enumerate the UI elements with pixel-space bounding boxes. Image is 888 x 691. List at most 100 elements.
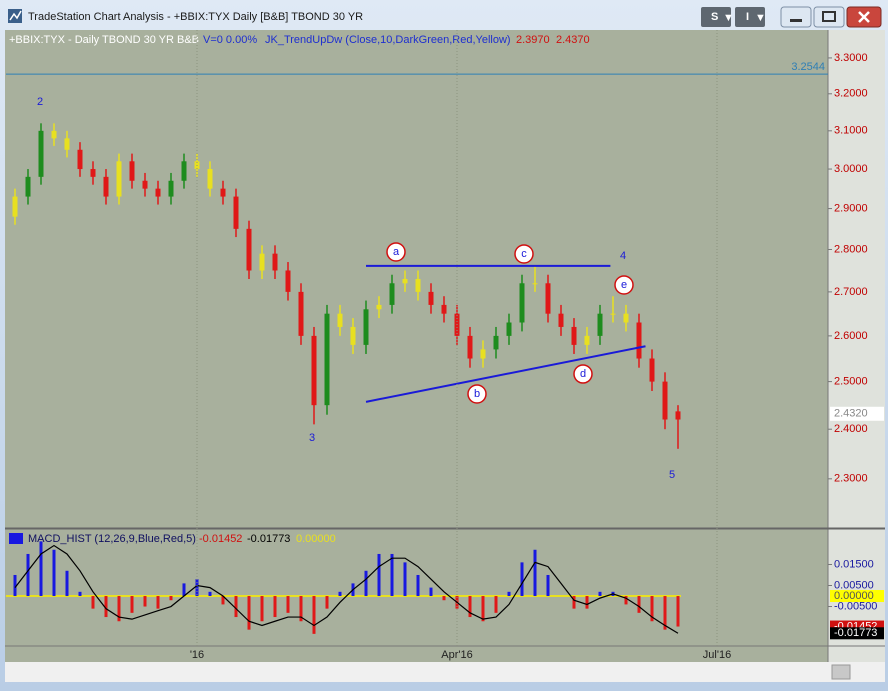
hist-bar — [273, 596, 277, 618]
zero-label: 0.00000 — [834, 590, 874, 602]
dropdown-arrow: ▼ — [723, 12, 734, 24]
y-tick-label: 2.3000 — [834, 473, 868, 485]
volume: V=0 0.00% — [203, 34, 257, 46]
i-button[interactable] — [735, 7, 765, 27]
candle-body — [545, 283, 551, 314]
candle-body — [77, 149, 83, 170]
candle-body — [90, 169, 96, 177]
hist-bar — [442, 596, 446, 601]
candle-body — [467, 335, 473, 359]
s-button[interactable] — [701, 7, 731, 27]
maximize-button[interactable] — [813, 6, 845, 28]
candle-body — [675, 411, 681, 420]
y-tick-label: 0.01500 — [834, 558, 874, 570]
hist-bar — [195, 579, 199, 597]
candle-body — [480, 349, 486, 359]
x-tick-label: Jul'16 — [703, 649, 731, 661]
minimize-button[interactable] — [780, 6, 812, 28]
candle-body — [506, 322, 512, 336]
hist-bar — [221, 596, 225, 605]
candle-body — [376, 304, 382, 310]
candle-body — [415, 279, 421, 292]
candle-body — [155, 188, 161, 197]
hist-bar — [663, 596, 667, 630]
candle-body — [25, 176, 31, 197]
y-tick-label: 3.1000 — [834, 125, 868, 137]
hist-bar — [676, 596, 680, 627]
hist-bar — [598, 591, 602, 597]
candle-body — [610, 313, 616, 315]
hist-bar — [182, 583, 186, 597]
y-tick-label: 2.4000 — [834, 423, 868, 435]
level-label: 3.2544 — [791, 61, 825, 73]
hist-bar — [390, 553, 394, 597]
scrollbar-thumb[interactable] — [831, 664, 851, 680]
s-button-label: S — [711, 11, 718, 23]
indicator-icon — [9, 533, 23, 544]
wave-label: 2 — [37, 96, 43, 108]
candle-body — [532, 283, 538, 285]
hist-bar — [572, 596, 576, 609]
candle-body — [298, 291, 304, 336]
y-tick-label: 2.5000 — [834, 376, 868, 388]
hist-bar — [169, 596, 173, 601]
x-tick-label: Apr'16 — [441, 649, 472, 661]
candle-body — [311, 335, 317, 406]
trendline — [365, 345, 646, 403]
signal-line — [14, 544, 679, 634]
candle-body — [285, 270, 291, 292]
hist-bar — [624, 596, 628, 605]
macd-panel — [6, 541, 681, 634]
i-button-label: I — [746, 11, 749, 23]
hist-bar — [546, 574, 550, 597]
candle-body — [259, 253, 265, 271]
scrollbar-track[interactable] — [5, 662, 885, 682]
macd-name: MACD_HIST (12,26,9,Blue,Red,5) — [28, 533, 196, 545]
candle-body — [220, 188, 226, 197]
chart-area — [5, 30, 885, 682]
macd-value: -0.01773 — [247, 533, 290, 545]
price-axis-column — [828, 30, 885, 662]
last-price-box — [830, 406, 884, 421]
candle-body — [51, 130, 57, 139]
hist-bar — [416, 574, 420, 597]
hist-bar — [377, 553, 381, 597]
hist-bar — [65, 570, 69, 597]
window-title: TradeStation Chart Analysis - +BBIX:TYX … — [28, 11, 363, 23]
hist-bar — [104, 596, 108, 618]
y-tick-label: 2.8000 — [834, 243, 868, 255]
wave-letter: d — [580, 368, 586, 380]
candle-body — [181, 161, 187, 181]
candle-body — [428, 291, 434, 305]
hist-bar — [52, 549, 56, 597]
price-header: +BBIX:TYX - Daily TBOND 30 YR B&B V=0 0.0… — [9, 34, 590, 46]
candle-body — [363, 309, 369, 345]
y-tick-label: 3.0000 — [834, 163, 868, 175]
minimize-glyph — [790, 19, 802, 22]
macd-value: -0.01452 — [199, 533, 242, 545]
candle-body — [337, 313, 343, 327]
candle-body — [389, 283, 395, 305]
candle-body — [129, 161, 135, 181]
macd-header: MACD_HIST (12,26,9,Blue,Red,5) -0.01452 -0… — [28, 533, 336, 545]
hist-bar — [234, 596, 238, 618]
candle-body — [38, 130, 44, 177]
candle-body — [558, 313, 564, 327]
hist-bar — [143, 596, 147, 607]
hist-bar — [533, 549, 537, 597]
wave-letter: b — [474, 388, 480, 400]
hist-bar — [338, 591, 342, 597]
hist-bar — [637, 596, 641, 613]
wave-circle — [514, 244, 534, 264]
zero-box — [830, 590, 884, 603]
hist-bar — [520, 562, 524, 597]
hist-bar — [247, 596, 251, 630]
last-value-box — [830, 627, 884, 640]
hist-bar — [208, 591, 212, 597]
candle-body — [584, 335, 590, 345]
wave-label: 5 — [669, 469, 675, 481]
symbol: +BBIX:TYX - Daily TBOND 30 YR B&B — [9, 34, 199, 46]
wave-letter: e — [621, 279, 627, 291]
y-tick-label: 0.00500 — [834, 579, 874, 591]
